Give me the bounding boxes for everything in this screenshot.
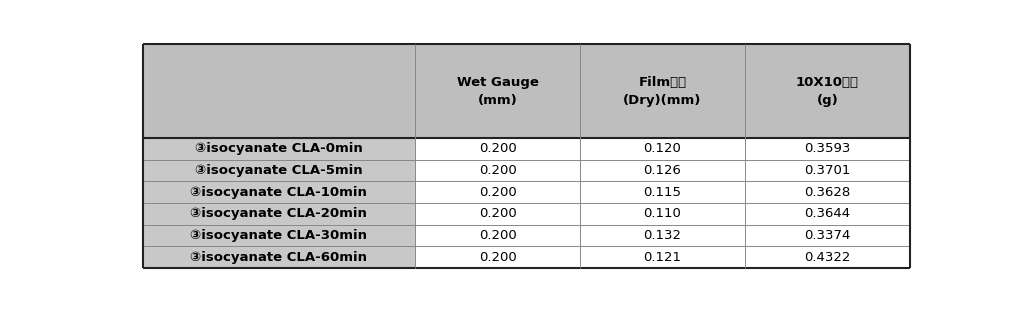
Bar <box>745 181 910 203</box>
Text: 0.121: 0.121 <box>644 251 682 264</box>
Bar <box>580 138 745 160</box>
Text: 0.110: 0.110 <box>644 207 682 220</box>
Text: 0.126: 0.126 <box>644 164 682 177</box>
Text: ③isocyanate CLA-30min: ③isocyanate CLA-30min <box>190 229 368 242</box>
Text: 0.120: 0.120 <box>644 142 682 155</box>
Bar <box>580 246 745 268</box>
Bar <box>143 160 415 181</box>
Bar <box>415 44 580 138</box>
Text: 0.200: 0.200 <box>479 142 517 155</box>
Bar <box>580 160 745 181</box>
Text: ③isocyanate CLA-10min: ③isocyanate CLA-10min <box>190 186 368 199</box>
Text: 0.200: 0.200 <box>479 164 517 177</box>
Text: ③isocyanate CLA-20min: ③isocyanate CLA-20min <box>190 207 368 220</box>
Bar <box>745 44 910 138</box>
Text: 0.200: 0.200 <box>479 251 517 264</box>
Text: 0.132: 0.132 <box>644 229 682 242</box>
Text: 0.200: 0.200 <box>479 186 517 199</box>
Bar <box>143 181 415 203</box>
Bar <box>143 138 415 160</box>
Bar <box>580 44 745 138</box>
Text: 0.3644: 0.3644 <box>804 207 850 220</box>
Bar <box>415 138 580 160</box>
Bar <box>143 44 415 138</box>
Bar <box>580 181 745 203</box>
Text: 0.3628: 0.3628 <box>804 186 850 199</box>
Bar <box>745 225 910 246</box>
Text: 0.3701: 0.3701 <box>804 164 850 177</box>
Bar <box>745 246 910 268</box>
Bar <box>143 225 415 246</box>
Bar <box>580 225 745 246</box>
Bar <box>745 160 910 181</box>
Bar <box>415 181 580 203</box>
Bar <box>143 203 415 225</box>
Text: ③isocyanate CLA-0min: ③isocyanate CLA-0min <box>195 142 363 155</box>
Bar <box>415 246 580 268</box>
Bar <box>745 138 910 160</box>
Text: 10X10무게
(g): 10X10무게 (g) <box>796 76 859 107</box>
Bar <box>415 203 580 225</box>
Text: 0.3593: 0.3593 <box>804 142 850 155</box>
Text: 0.200: 0.200 <box>479 229 517 242</box>
Text: Film두께
(Dry)(mm): Film두께 (Dry)(mm) <box>623 76 701 107</box>
Bar <box>415 160 580 181</box>
Bar <box>580 203 745 225</box>
Text: ③isocyanate CLA-60min: ③isocyanate CLA-60min <box>190 251 368 264</box>
Text: 0.115: 0.115 <box>644 186 682 199</box>
Text: Wet Gauge
(mm): Wet Gauge (mm) <box>457 76 538 107</box>
Bar <box>415 225 580 246</box>
Text: ③isocyanate CLA-5min: ③isocyanate CLA-5min <box>195 164 363 177</box>
Text: 0.4322: 0.4322 <box>804 251 850 264</box>
Text: 0.200: 0.200 <box>479 207 517 220</box>
Bar <box>143 246 415 268</box>
Text: 0.3374: 0.3374 <box>804 229 850 242</box>
Bar <box>745 203 910 225</box>
